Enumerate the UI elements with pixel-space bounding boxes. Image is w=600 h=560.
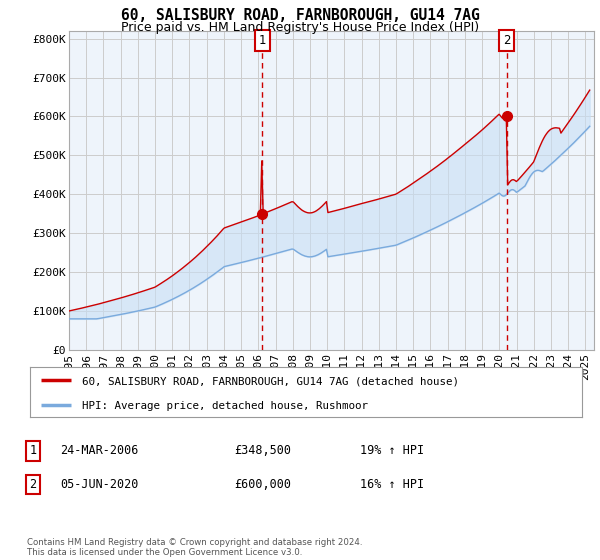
Text: 60, SALISBURY ROAD, FARNBOROUGH, GU14 7AG (detached house): 60, SALISBURY ROAD, FARNBOROUGH, GU14 7A… (82, 377, 460, 387)
Text: 2: 2 (29, 478, 37, 491)
Text: 2: 2 (503, 34, 511, 47)
Text: 60, SALISBURY ROAD, FARNBOROUGH, GU14 7AG: 60, SALISBURY ROAD, FARNBOROUGH, GU14 7A… (121, 8, 479, 24)
Text: 16% ↑ HPI: 16% ↑ HPI (360, 478, 424, 491)
Text: 1: 1 (29, 444, 37, 458)
Text: £600,000: £600,000 (234, 478, 291, 491)
Text: 1: 1 (259, 34, 266, 47)
Text: Price paid vs. HM Land Registry's House Price Index (HPI): Price paid vs. HM Land Registry's House … (121, 21, 479, 34)
Text: 05-JUN-2020: 05-JUN-2020 (60, 478, 139, 491)
Text: £348,500: £348,500 (234, 444, 291, 458)
Text: Contains HM Land Registry data © Crown copyright and database right 2024.
This d: Contains HM Land Registry data © Crown c… (27, 538, 362, 557)
Text: 19% ↑ HPI: 19% ↑ HPI (360, 444, 424, 458)
Text: 24-MAR-2006: 24-MAR-2006 (60, 444, 139, 458)
Text: HPI: Average price, detached house, Rushmoor: HPI: Average price, detached house, Rush… (82, 401, 368, 411)
